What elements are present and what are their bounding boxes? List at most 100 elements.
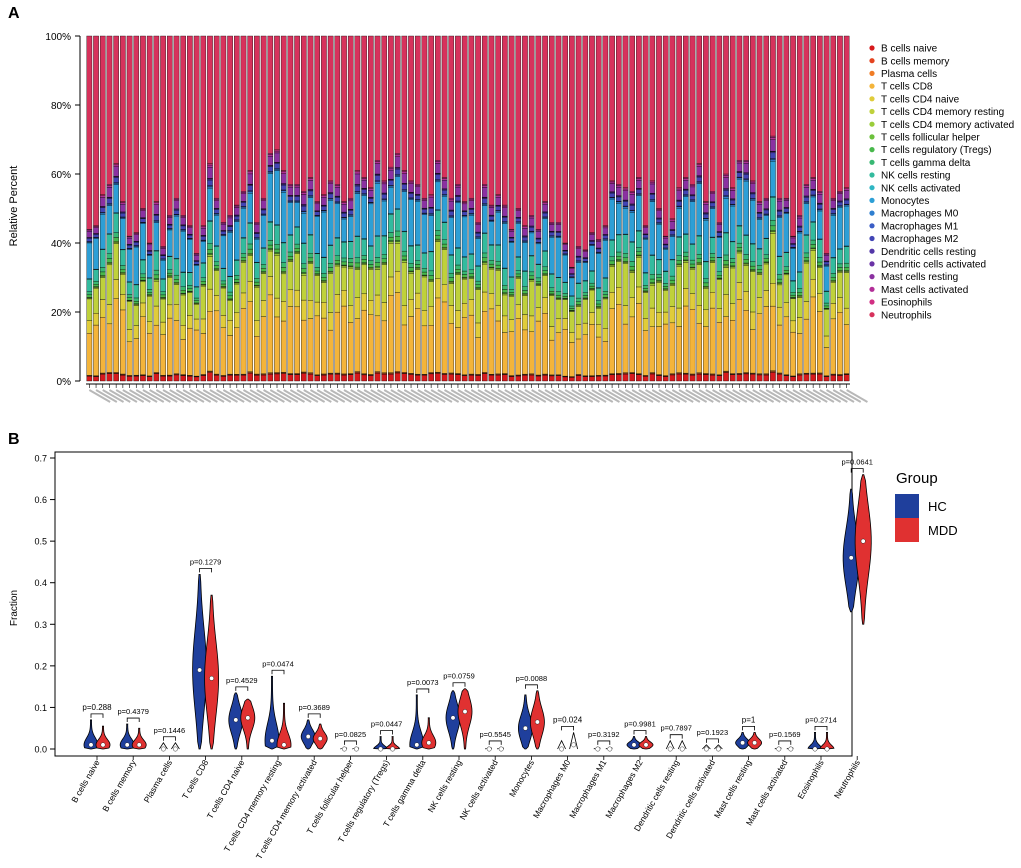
bar-segment — [354, 269, 361, 298]
bar-segment — [327, 183, 334, 193]
bar-segment — [522, 271, 528, 287]
median-dot-mdd — [390, 746, 395, 752]
x-tick-label-a — [772, 389, 795, 403]
bar-segment — [817, 266, 823, 268]
bar-segment — [455, 186, 461, 196]
bar-segment — [314, 211, 320, 216]
x-tick-label-b: Macrophages M1 — [567, 758, 609, 820]
bar-segment — [200, 263, 207, 278]
bar-segment — [234, 375, 240, 382]
bar-segment-neutrophils — [803, 35, 810, 185]
bar-segment — [347, 199, 354, 202]
bar-segment — [254, 320, 260, 337]
bar-segment — [803, 318, 810, 374]
bar-segment — [428, 270, 434, 276]
bar-segment — [414, 292, 421, 309]
bar-segment — [153, 280, 160, 307]
bar-segment — [575, 324, 582, 340]
bar-segment — [743, 180, 749, 236]
bar-segment — [374, 161, 381, 164]
bar-segment — [86, 320, 93, 334]
bar-segment — [287, 289, 294, 307]
bar-segment — [649, 255, 656, 275]
bar-segment — [750, 181, 756, 184]
bar-segment — [716, 257, 723, 272]
bar-segment — [354, 173, 361, 185]
bar-segment — [649, 326, 656, 373]
bar-segment — [280, 301, 287, 322]
median-dot-mdd — [209, 675, 215, 681]
bar-segment — [361, 179, 367, 189]
bar-segment-neutrophils — [368, 35, 374, 188]
x-tick-label-a — [738, 389, 761, 403]
x-tick-label-a — [189, 389, 212, 403]
bar-segment — [515, 273, 522, 277]
bar-segment — [140, 316, 146, 375]
bar-segment — [696, 323, 702, 374]
bar-segment — [207, 163, 213, 166]
bar-segment — [414, 269, 421, 294]
bar-segment — [763, 258, 770, 263]
bar-segment — [616, 256, 622, 260]
bar-segment-neutrophils — [495, 35, 501, 195]
bar-segment — [120, 374, 126, 382]
bar-segment — [374, 160, 381, 162]
bar-segment-neutrophils — [207, 35, 213, 164]
bar-segment — [361, 293, 367, 311]
bar-segment — [636, 189, 642, 194]
bar-segment-neutrophils — [642, 35, 649, 226]
bar-segment — [736, 177, 743, 180]
bar-segment-neutrophils — [160, 35, 166, 247]
bar-segment — [481, 205, 488, 234]
bar-segment — [528, 331, 535, 375]
bar-segment-neutrophils — [247, 35, 253, 171]
bar-segment — [743, 235, 749, 255]
bar-segment — [763, 306, 770, 374]
bar-segment — [602, 328, 609, 342]
bar-segment — [837, 272, 843, 298]
bar-segment — [260, 273, 267, 301]
bar-segment — [354, 372, 361, 382]
bar-segment — [696, 166, 702, 176]
bar-segment — [321, 302, 327, 319]
bar-segment — [461, 203, 468, 211]
bar-segment — [113, 177, 119, 183]
bar-segment — [803, 301, 810, 320]
bar-segment — [166, 217, 173, 225]
bar-segment — [435, 230, 441, 236]
bar-segment — [381, 200, 388, 236]
bar-segment — [240, 202, 247, 207]
bar-segment-neutrophils — [562, 35, 568, 244]
bar-segment — [669, 236, 676, 260]
significance-bracket — [561, 725, 574, 731]
bar-segment — [676, 190, 682, 201]
bar-segment — [146, 255, 153, 278]
bar-segment — [347, 216, 354, 242]
legend-dot-a — [869, 96, 875, 102]
bar-segment — [408, 183, 414, 193]
bar-segment — [542, 218, 548, 251]
bar-segment — [790, 248, 796, 281]
bar-segment — [421, 198, 428, 201]
bar-segment — [495, 211, 501, 245]
bar-segment — [361, 178, 367, 181]
bar-segment — [575, 338, 582, 375]
bar-segment — [481, 291, 488, 312]
median-dot-hc — [595, 746, 601, 752]
bar-segment — [173, 209, 180, 215]
bar-segment — [508, 319, 515, 332]
bar-segment — [683, 251, 689, 257]
bar-segment — [495, 197, 501, 206]
bar-segment — [696, 258, 702, 263]
bar-segment — [448, 305, 455, 324]
bar-segment — [542, 270, 548, 274]
bar-segment — [770, 152, 776, 159]
x-axis-a — [86, 383, 868, 403]
bar-segment — [662, 237, 669, 245]
x-tick-label-a — [712, 389, 734, 403]
bar-segment — [683, 196, 689, 235]
bar-segment — [274, 169, 280, 171]
bar-segment — [555, 291, 562, 296]
bar-segment — [247, 373, 253, 382]
bar-segment — [388, 241, 394, 244]
